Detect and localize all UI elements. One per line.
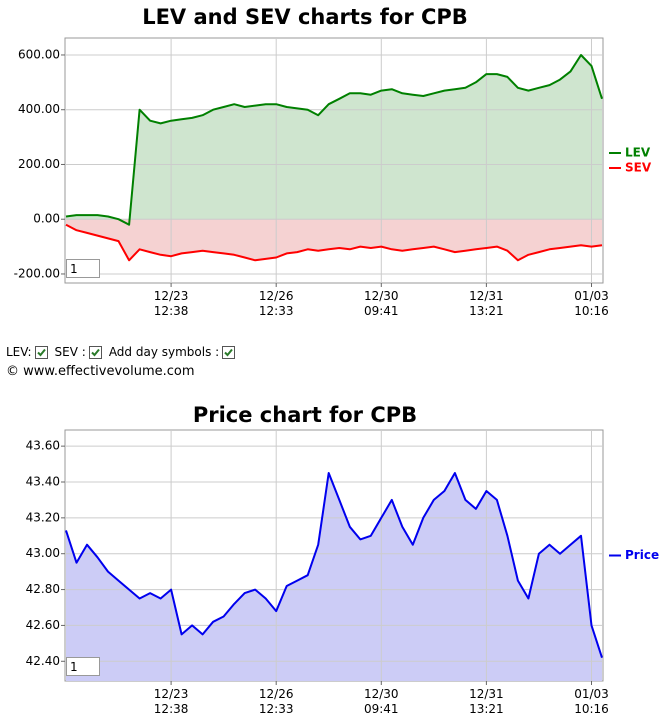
x-tick-label: 12/23 12:38 [153, 289, 189, 318]
y-tick-label: 43.00 [26, 546, 60, 560]
y-tick-label: 200.00 [18, 157, 60, 171]
legend-label: Price [625, 548, 659, 562]
y-tick-label: 400.00 [18, 102, 60, 116]
series-line [65, 54, 603, 226]
controls: LEV: SEV : Add day symbols : [6, 345, 239, 359]
x-tick-label: 01/03 10:16 [574, 289, 609, 318]
series-line [65, 472, 603, 659]
y-tick-label: 43.40 [26, 474, 60, 488]
control-label: Add day symbols : [108, 345, 220, 359]
y-tick-label: 600.00 [18, 47, 60, 61]
y-tick-label: -200.00 [14, 266, 60, 280]
chart-title: Price chart for CPB [193, 403, 417, 427]
y-tick-label: 43.20 [26, 510, 60, 524]
y-tick-label: 43.60 [26, 439, 60, 453]
checkbox[interactable] [34, 345, 48, 359]
legend-label: SEV [625, 161, 652, 175]
area-fill [66, 473, 602, 681]
x-tick-label: 01/03 10:16 [574, 687, 609, 716]
x-tick-label: 12/26 12:33 [258, 687, 294, 716]
x-tick-label: 12/26 12:33 [258, 289, 294, 318]
zoom-box[interactable]: 1 [66, 259, 100, 278]
y-tick-label: 42.60 [26, 618, 60, 632]
x-tick-label: 12/23 12:38 [153, 687, 189, 716]
y-tick-label: 42.40 [26, 654, 60, 668]
y-tick-label: 0.00 [33, 212, 60, 226]
x-tick-label: 12/31 13:21 [469, 289, 504, 318]
control-label: SEV : [54, 345, 86, 359]
checkbox[interactable] [222, 345, 236, 359]
copyright: © www.effectivevolume.com [6, 364, 195, 379]
x-tick-label: 12/30 09:41 [363, 687, 399, 716]
x-tick-label: 12/30 09:41 [363, 289, 399, 318]
chart-title: LEV and SEV charts for CPB [142, 5, 468, 29]
checkbox[interactable] [88, 345, 102, 359]
zoom-box[interactable]: 1 [66, 657, 100, 676]
series-line [65, 223, 603, 262]
area-fill [66, 55, 602, 225]
x-tick-label: 12/31 13:21 [469, 687, 504, 716]
legend-label: LEV [625, 146, 651, 160]
y-tick-label: 42.80 [26, 582, 60, 596]
control-label: LEV: [6, 345, 32, 359]
